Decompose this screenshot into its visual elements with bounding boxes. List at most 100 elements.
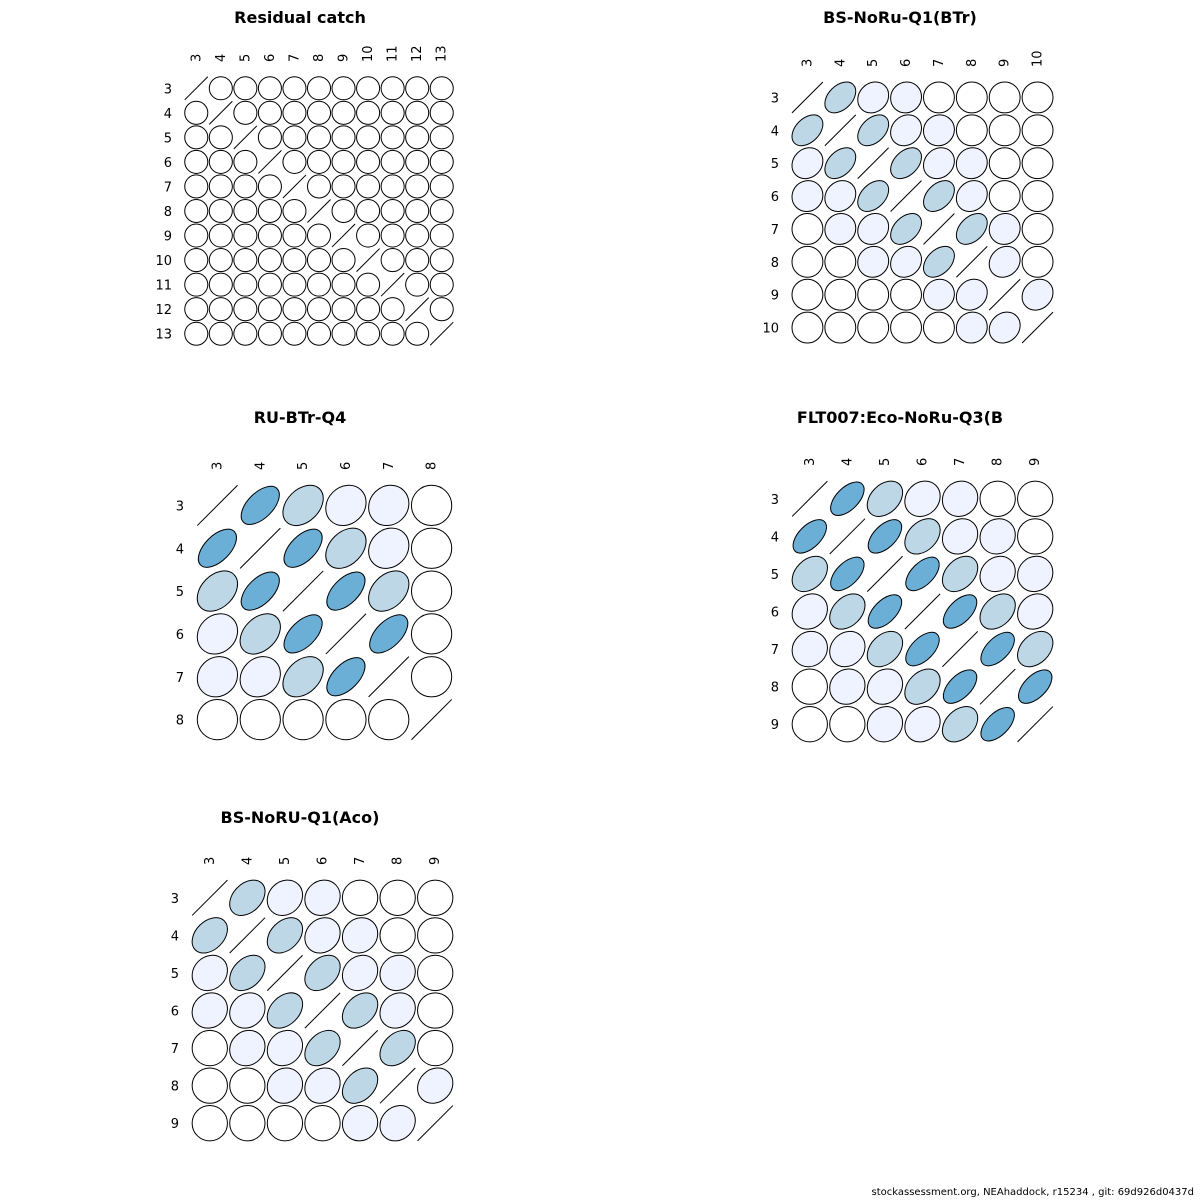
correlation-ellipse [191, 1029, 228, 1067]
diagonal-line [1021, 311, 1054, 344]
correlation-ellipse [979, 593, 1016, 630]
diagonal-line [282, 570, 324, 612]
correlation-ellipse [380, 76, 405, 101]
correlation-ellipse [229, 1067, 266, 1104]
diagonal-line [405, 297, 430, 322]
correlation-ellipse [380, 100, 405, 125]
correlation-ellipse [1017, 518, 1054, 555]
correlation-ellipse [306, 174, 332, 199]
diagonal-line [342, 1030, 379, 1067]
diagonal-line [411, 699, 453, 741]
correlation-ellipse [941, 706, 979, 743]
correlation-ellipse [229, 954, 266, 992]
diagonal-line [233, 125, 258, 150]
correlation-ellipse [791, 278, 824, 311]
correlation-ellipse [304, 917, 341, 954]
diagonal-line [356, 248, 380, 272]
correlation-ellipse [791, 114, 824, 147]
correlation-ellipse [191, 917, 228, 954]
diagonal-line [239, 527, 281, 569]
correlation-ellipse [229, 1029, 266, 1067]
correlation-ellipse [922, 147, 955, 180]
correlation-ellipse [304, 1067, 341, 1104]
row-tick-label: 8 [176, 714, 184, 729]
row-tick-label: 4 [771, 530, 779, 545]
column-tick-label: 6 [316, 857, 331, 865]
column-tick-label: 7 [932, 59, 947, 67]
correlation-ellipse [890, 213, 922, 245]
row-tick-label: 9 [171, 1117, 179, 1132]
correlation-ellipse [356, 297, 381, 322]
correlation-ellipse [282, 223, 307, 248]
correlation-ellipse [429, 223, 454, 248]
correlation-ellipse [326, 571, 366, 611]
correlation-ellipse [233, 321, 258, 346]
row-tick-label: 5 [171, 967, 179, 982]
correlation-ellipse [197, 528, 237, 568]
row-tick-label: 7 [771, 643, 779, 658]
correlation-ellipse [1017, 555, 1054, 593]
column-tick-label: 4 [833, 59, 848, 67]
correlation-ellipse [429, 248, 454, 273]
correlation-ellipse [824, 147, 857, 180]
row-tick-label: 5 [771, 568, 779, 583]
correlation-ellipse [988, 311, 1021, 344]
correlation-ellipse [208, 149, 233, 174]
correlation-ellipse [341, 917, 379, 954]
panel-1: Residual catch 3 4 5 6 7 8 9 10 11 12 13 3 4 5 6 7 8 9 10 11… [155, 8, 454, 346]
correlation-ellipse [229, 992, 266, 1029]
correlation-ellipse [988, 180, 1021, 213]
correlation-ellipse [191, 1105, 228, 1142]
correlation-ellipse [923, 180, 955, 212]
correlation-ellipse [380, 174, 405, 199]
column-tick-label: 9 [337, 54, 352, 62]
correlation-ellipse [830, 481, 865, 517]
correlation-ellipse [405, 149, 430, 174]
correlation-ellipse [405, 125, 430, 150]
correlation-ellipse [306, 223, 332, 248]
diagonal-line [417, 1105, 454, 1142]
correlation-ellipse [325, 698, 367, 741]
correlation-ellipse [980, 631, 1015, 667]
correlation-ellipse [429, 198, 454, 224]
correlation-ellipse [405, 321, 430, 346]
correlation-ellipse [417, 992, 454, 1029]
correlation-ellipse [941, 555, 979, 593]
correlation-ellipse [1021, 245, 1054, 278]
diagonal-line [857, 147, 889, 179]
correlation-ellipse [988, 114, 1021, 147]
correlation-ellipse [257, 100, 282, 125]
correlation-ellipse [306, 76, 332, 101]
row-tick-label: 3 [771, 493, 779, 508]
correlation-ellipse [417, 917, 454, 954]
row-tick-label: 6 [171, 1005, 179, 1020]
correlation-ellipse [791, 311, 824, 344]
correlation-ellipse [410, 570, 453, 612]
correlation-ellipse [922, 81, 955, 114]
footer-source-text: stockassessment.org, NEAhaddock, r15234 … [871, 1187, 1195, 1198]
correlation-ellipse [266, 1067, 304, 1104]
diagonal-line [208, 100, 233, 125]
correlation-ellipse [239, 698, 281, 741]
correlation-ellipse [257, 174, 282, 199]
correlation-ellipse [191, 1067, 228, 1104]
diagonal-line [1017, 706, 1054, 743]
correlation-ellipse [922, 311, 955, 344]
correlation-ellipse [233, 198, 258, 224]
panel-2: BS-NoRu-Q1(BTr) 3 4 5 6 7 8 9 10 3 4 5 6 7 8 9 10 [762, 8, 1054, 344]
correlation-ellipse [829, 630, 866, 668]
correlation-ellipse [282, 248, 307, 273]
diagonal-line [923, 213, 955, 245]
correlation-ellipse [240, 485, 280, 525]
correlation-ellipse [229, 879, 266, 916]
correlation-ellipse [867, 519, 903, 554]
correlation-ellipse [379, 1029, 416, 1067]
correlation-ellipse [429, 297, 454, 322]
correlation-ellipse [208, 272, 233, 297]
correlation-ellipse [410, 527, 453, 569]
column-tick-label: 7 [353, 857, 368, 865]
correlation-ellipse [791, 593, 828, 630]
correlation-ellipse [196, 613, 239, 655]
correlation-ellipse [282, 100, 307, 125]
